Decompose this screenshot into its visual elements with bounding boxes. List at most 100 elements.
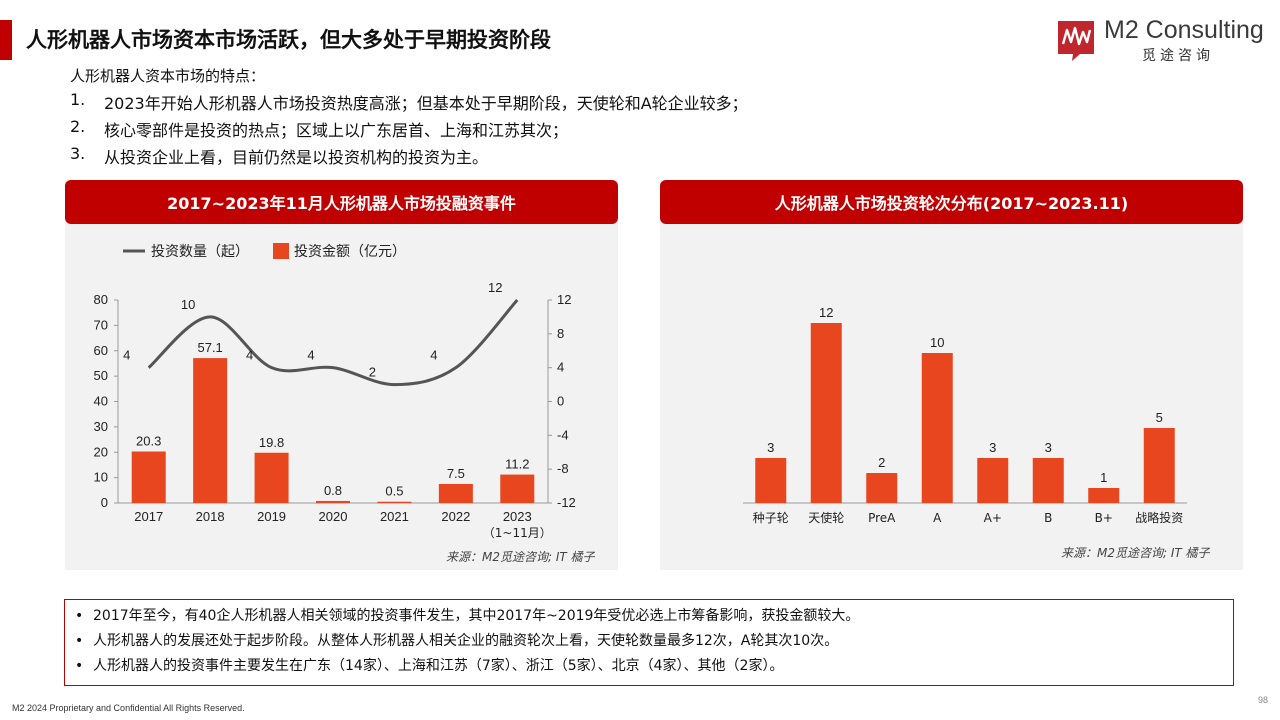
x-tick-label: 种子轮 [753,511,789,525]
bar-data-label: 0.8 [324,483,342,498]
bar-data-label: 20.3 [136,433,161,448]
y-left-tick-label: 50 [94,368,108,383]
x-tick-label: PreA [868,511,896,525]
line-data-label: 4 [430,348,437,363]
round-distribution-chart-title: 人形机器人市场投资轮次分布(2017~2023.11) [660,180,1243,224]
round-distribution-panel: 3 12 2 10 3 3 1 5 种子轮 天使轮 PreA A A+ B B+ 战略投资 人形机器人市场投资… [660,180,1243,570]
investment-events-chart-title: 2017~2023年11月人形机器人市场投融资事件 [65,180,618,224]
brand-logo: M2 Consulting 觅途咨询 [1056,14,1266,66]
y-left-tick-label: 0 [101,495,108,510]
line-data-label: 4 [307,348,314,363]
chart1-source: 来源：M2觅途咨询; IT 橘子 [446,550,595,564]
bar-round-count [921,353,953,503]
bar-data-label: 3 [989,440,996,455]
brand-subtitle: 觅途咨询 [1142,48,1214,64]
m2-logo-icon [1058,21,1094,61]
bar-data-label: 7.5 [447,466,465,481]
bar-investment-amount [377,501,412,503]
bar-round-count [1032,458,1064,503]
x-tick-label: B+ [1095,511,1113,525]
y-left-tick-label: 30 [94,419,108,434]
summary-notes: 2017年至今，有40企人形机器人相关领域的投资事件发生，其中2017年~201… [64,599,1234,686]
x-tick-label: B [1044,511,1052,525]
bar-investment-amount [254,452,289,503]
line-data-label: 4 [246,348,253,363]
page-title: 人形机器人市场资本市场活跃，但大多处于早期投资阶段 [26,28,551,52]
x-tick-label: A [933,511,942,525]
x-tick-label: 战略投资 [1135,510,1183,525]
y-right-tick-label: 8 [557,326,564,341]
bar-data-label: 2 [878,455,885,470]
investment-events-chart: 投资数量（起） 投资金额（亿元）01020304050607080-12-8-40… [94,243,576,540]
bar-data-label: 57.1 [197,340,222,355]
point-number: 3. [70,144,86,163]
bar-data-label: 19.8 [259,435,284,450]
bar-investment-amount [131,451,166,503]
x-tick-label: 2020 [319,509,348,524]
line-data-label: 12 [488,280,502,295]
x-tick-label: 2019 [257,509,286,524]
line-data-label: 4 [123,348,130,363]
y-right-tick-label: 4 [557,360,564,375]
bar-round-count [810,323,842,503]
brand-name: M2 Consulting [1104,16,1264,44]
note-item: 2017年至今，有40企人形机器人相关领域的投资事件发生，其中2017年~201… [75,604,1233,629]
x-tick-label: 2017 [134,509,163,524]
intro-label: 人形机器人资本市场的特点： [70,67,266,85]
bar-data-label: 0.5 [385,484,403,499]
bar-investment-amount [438,483,473,503]
y-left-tick-label: 70 [94,317,108,332]
key-points-list: 1. 2023年开始人形机器人市场投资热度高涨；但基本处于早期阶段，天使轮和A轮企… [70,90,748,171]
x-tick-label: 2018 [196,509,225,524]
list-item: 1. 2023年开始人形机器人市场投资热度高涨；但基本处于早期阶段，天使轮和A轮企… [70,90,748,117]
legend-bar-label: 投资金额（亿元） [294,244,406,260]
bar-investment-amount [316,500,350,503]
copyright-footer: M2 2024 Proprietary and Confidential All… [12,703,245,713]
point-text: 从投资企业上看，目前仍然是以投资机构的投资为主。 [104,148,489,167]
legend-bar-swatch [273,243,289,259]
y-right-tick-label: -8 [557,461,569,476]
x-tick-label: A+ [984,511,1002,525]
point-number: 1. [70,90,86,109]
y-right-tick-label: 12 [557,292,571,307]
bar-data-label: 10 [930,335,944,350]
y-left-tick-label: 40 [94,394,108,409]
bar-data-label: 5 [1156,410,1163,425]
line-data-label: 10 [181,297,195,312]
y-right-tick-label: -4 [557,427,569,442]
chart2-source: 来源：M2觅途咨询; IT 橘子 [1061,546,1210,560]
bar-data-label: 11.2 [505,457,529,472]
bar-investment-amount [500,474,535,503]
line-data-label: 2 [369,365,376,380]
bar-round-count [977,458,1009,503]
y-left-tick-label: 80 [94,292,108,307]
bar-data-label: 1 [1100,470,1107,485]
list-item: 3. 从投资企业上看，目前仍然是以投资机构的投资为主。 [70,144,748,171]
bar-round-count [1088,488,1120,503]
investment-events-panel: 投资数量（起） 投资金额（亿元） 0 10 20 30 40 50 60 70 80 -12 -8 -4 0… [65,180,618,570]
y-left-tick-label: 20 [94,444,108,459]
y-left-tick-label: 60 [94,343,108,358]
bar-data-label: 12 [819,305,833,320]
x-tick-label: 2022 [441,509,470,524]
point-text: 2023年开始人形机器人市场投资热度高涨；但基本处于早期阶段，天使轮和A轮企业较… [104,94,748,113]
bar-round-count [755,458,787,503]
x-tick-sublabel: （1~11月） [483,526,552,540]
bar-round-count [1143,428,1175,503]
y-right-tick-label: -12 [557,495,576,510]
bar-data-label: 3 [767,440,774,455]
round-distribution-chart: 3 12 2 10 3 3 1 5 种子轮 天使轮 PreA A A+ B B+ 战略投资 [743,305,1187,525]
page-number: 98 [1257,695,1268,705]
legend-line-label: 投资数量（起） [151,244,249,260]
bar-investment-amount [193,358,228,503]
bar-round-count [866,473,898,503]
point-text: 核心零部件是投资的热点；区域上以广东居首、上海和江苏其次； [104,121,569,140]
y-left-tick-label: 10 [94,470,108,485]
x-tick-label: 2023 [503,509,532,524]
point-number: 2. [70,117,86,136]
list-item: 2. 核心零部件是投资的热点；区域上以广东居首、上海和江苏其次； [70,117,748,144]
note-item: 人形机器人的发展还处于起步阶段。从整体人形机器人相关企业的融资轮次上看，天使轮数… [75,629,1233,654]
y-right-tick-label: 0 [557,394,564,409]
bar-data-label: 3 [1045,440,1052,455]
line-investment-count [147,298,519,387]
